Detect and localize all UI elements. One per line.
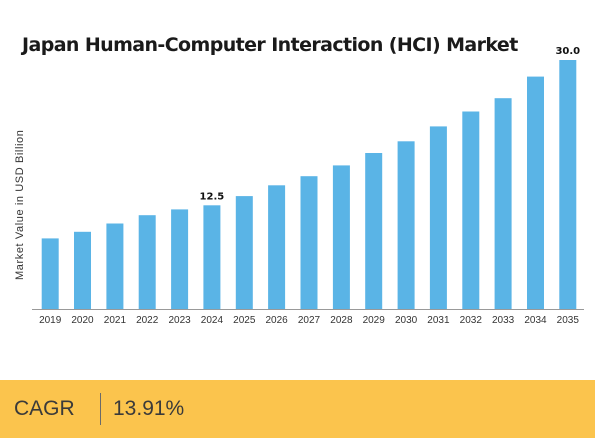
bar-2021 <box>106 223 124 309</box>
bar-2025 <box>235 196 253 309</box>
bar-2026 <box>268 185 286 309</box>
x-tick-label-2028: 2028 <box>330 315 353 326</box>
x-tick-label-2030: 2030 <box>395 315 418 326</box>
cagr-label: CAGR <box>14 397 75 420</box>
bar-2022 <box>138 215 156 309</box>
x-tick-label-2031: 2031 <box>427 315 450 326</box>
bar-2020 <box>74 231 91 309</box>
cagr-bar: CAGR 13.91% <box>0 380 595 438</box>
bar-2031 <box>429 126 447 310</box>
x-tick-label-2022: 2022 <box>136 315 159 326</box>
x-tick-label-2035: 2035 <box>557 315 580 326</box>
x-tick-label-2027: 2027 <box>298 315 321 326</box>
x-tick-label-2024: 2024 <box>201 315 224 326</box>
cagr-value: 13.91% <box>113 397 185 420</box>
x-tick-label-2023: 2023 <box>168 315 191 326</box>
x-tick-label-2034: 2034 <box>524 315 547 326</box>
bar-2028 <box>332 165 350 309</box>
x-tick-label-2019: 2019 <box>39 315 62 326</box>
data-label-2024: 12.5 <box>200 191 225 202</box>
x-tick-label-2033: 2033 <box>492 315 515 326</box>
data-label-2035: 30.0 <box>555 46 580 57</box>
bar-2029 <box>365 153 383 309</box>
bar-2019 <box>41 238 59 309</box>
x-tick-label-2032: 2032 <box>460 315 483 326</box>
bar-2027 <box>300 176 318 309</box>
bar-2024 <box>203 205 221 310</box>
bar-chart: 2019 2020 2021 2022 2023 2024 12.5 2025 2026 2027… <box>32 46 584 326</box>
bar-2023 <box>171 209 189 309</box>
bar-2033 <box>494 98 512 309</box>
x-tick-label-2025: 2025 <box>233 315 256 326</box>
x-tick-label-2026: 2026 <box>265 315 288 326</box>
x-tick-label-2029: 2029 <box>363 315 386 326</box>
bar-2030 <box>397 141 415 309</box>
bar-2032 <box>462 111 480 309</box>
bar-2035 <box>559 60 577 309</box>
chart-title: Japan Human-Computer Interaction (HCI) M… <box>22 34 518 56</box>
bar-2034 <box>527 76 544 309</box>
x-tick-label-2021: 2021 <box>104 315 127 326</box>
cagr-divider <box>100 393 101 425</box>
chart-card: Japan Human-Computer Interaction (HCI) M… <box>14 34 584 326</box>
x-tick-label-2020: 2020 <box>71 315 94 326</box>
